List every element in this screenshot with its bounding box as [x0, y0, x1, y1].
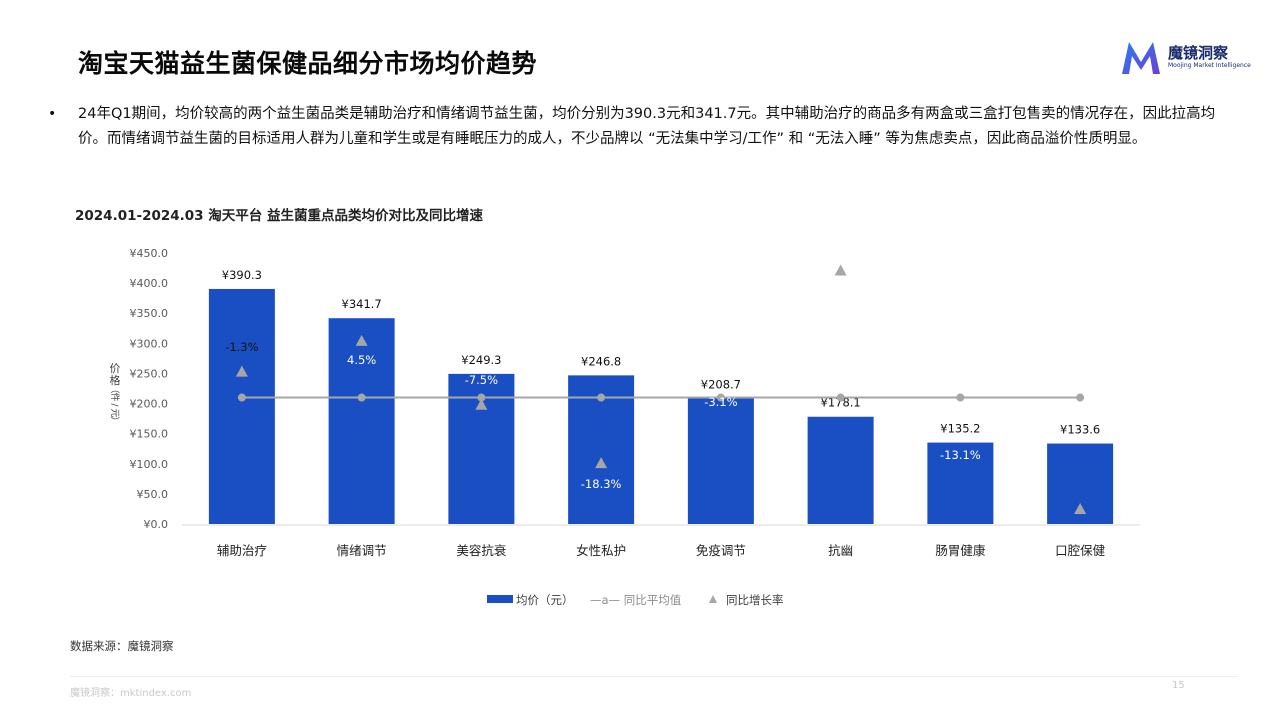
- y-tick-label: ¥300.0: [130, 337, 169, 350]
- legend-label-avg-line: —a— 同比平均值: [590, 593, 682, 607]
- growth-marker: [475, 398, 488, 410]
- brand-logo: 魔镜洞察 Moojing Market Intelligence: [1118, 38, 1251, 78]
- x-category-label: 免疫调节: [696, 543, 746, 558]
- growth-label: -1.3%: [225, 340, 258, 354]
- bar-value-label: ¥135.2: [940, 422, 980, 436]
- x-category-label: 情绪调节: [337, 543, 387, 558]
- logo-text: 魔镜洞察: [1168, 44, 1229, 62]
- legend-bar-swatch: [487, 595, 513, 603]
- y-tick-label: ¥150.0: [130, 428, 169, 441]
- x-category-label: 抗幽: [828, 543, 853, 558]
- avg-line-point: [357, 393, 366, 402]
- y-tick-label: ¥50.0: [137, 488, 169, 501]
- y-axis-label-char: 价: [110, 362, 121, 375]
- growth-label: -13.1%: [940, 448, 981, 462]
- x-category-label: 口腔保健: [1055, 543, 1106, 558]
- y-axis-label-char: 元: [109, 408, 119, 417]
- growth-marker: [235, 365, 248, 377]
- bar-5: [687, 398, 754, 524]
- y-axis-label-char: （: [109, 384, 120, 393]
- y-tick-label: ¥400.0: [130, 277, 169, 290]
- legend-label-avg-price: 均价（元）: [516, 593, 574, 607]
- growth-label: 4.5%: [347, 353, 376, 367]
- x-category-label: 女性私护: [576, 543, 626, 558]
- bar-6: [807, 416, 874, 524]
- footer-divider: [70, 676, 1238, 677]
- growth-label: -3.1%: [704, 395, 737, 409]
- y-tick-label: ¥200.0: [130, 398, 169, 411]
- avg-line-point: [716, 393, 725, 402]
- growth-marker: [595, 457, 608, 469]
- logo-m-icon: [1122, 42, 1160, 74]
- footer-site: 魔镜洞察：mktindex.com: [70, 688, 192, 699]
- bar-value-label: ¥341.7: [342, 297, 382, 311]
- legend-label-growth: 同比增长率: [726, 593, 784, 607]
- bar-value-label: ¥208.7: [701, 377, 741, 391]
- chart-title: 2024.01-2024.03 淘天平台 益生菌重点品类均价对比及同比增速: [75, 208, 483, 224]
- x-category-label: 辅助治疗: [217, 543, 267, 558]
- bar-value-label: ¥178.1: [821, 396, 861, 410]
- y-axis-label-char: ）: [109, 416, 120, 425]
- bar-value-label: ¥246.8: [581, 354, 621, 368]
- bar-value-label: ¥133.6: [1060, 423, 1100, 437]
- growth-label: -7.5%: [465, 373, 498, 387]
- logo-subtext: Moojing Market Intelligence: [1168, 62, 1251, 69]
- page-title: 淘宝天猫益生菌保健品细分市场均价趋势: [78, 49, 538, 78]
- avg-line-point: [836, 393, 845, 402]
- growth-marker: [1074, 502, 1087, 514]
- legend-triangle-icon: [709, 595, 717, 603]
- bar-value-label: ¥249.3: [461, 353, 501, 367]
- bar-1: [208, 288, 275, 524]
- x-category-label: 肠胃健康: [935, 543, 986, 558]
- avg-line-point: [597, 393, 606, 402]
- growth-label: -18.3%: [581, 477, 622, 491]
- bar-2: [328, 318, 395, 524]
- y-tick-label: ¥450.0: [130, 247, 169, 260]
- y-axis-label-char: 件: [109, 392, 121, 401]
- y-tick-label: ¥0.0: [144, 518, 169, 531]
- bar-7: [927, 442, 994, 524]
- avg-line-point: [477, 393, 486, 402]
- x-category-label: 美容抗衰: [456, 543, 507, 558]
- growth-marker: [834, 264, 847, 276]
- y-tick-label: ¥250.0: [130, 367, 169, 380]
- y-tick-label: ¥100.0: [130, 458, 169, 471]
- bullet-point: •: [48, 106, 57, 122]
- avg-line-point: [956, 393, 965, 402]
- data-source: 数据来源：魔镜洞察: [70, 639, 174, 653]
- y-axis-label-char: /: [109, 403, 119, 407]
- bar-value-label: ¥390.3: [222, 268, 262, 282]
- growth-marker: [355, 334, 368, 346]
- avg-line-point: [237, 393, 246, 402]
- summary-paragraph: 24年Q1期间，均价较高的两个益生菌品类是辅助治疗和情绪调节益生菌，均价分别为3…: [78, 106, 1216, 147]
- avg-line-point: [1076, 393, 1085, 402]
- y-tick-label: ¥350.0: [130, 307, 169, 320]
- y-axis-label-char: 格: [110, 373, 121, 387]
- page-number: 15: [1172, 680, 1185, 691]
